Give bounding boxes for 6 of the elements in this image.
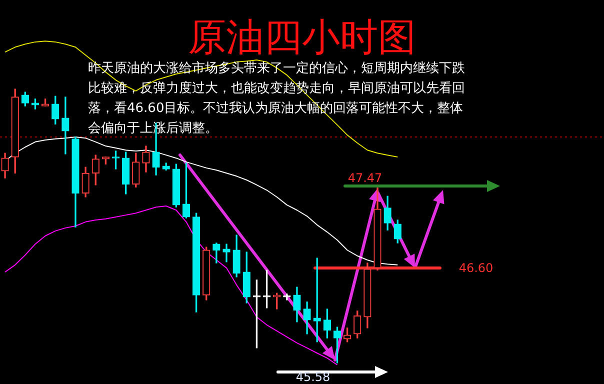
candlestick [62, 96, 70, 154]
chart-title: 原油四小时图 [187, 14, 417, 60]
annotation: 46.60 [458, 261, 494, 275]
annotation: 47.47 [348, 171, 382, 185]
candlestick [222, 244, 230, 262]
text: 45.58 [296, 370, 330, 384]
